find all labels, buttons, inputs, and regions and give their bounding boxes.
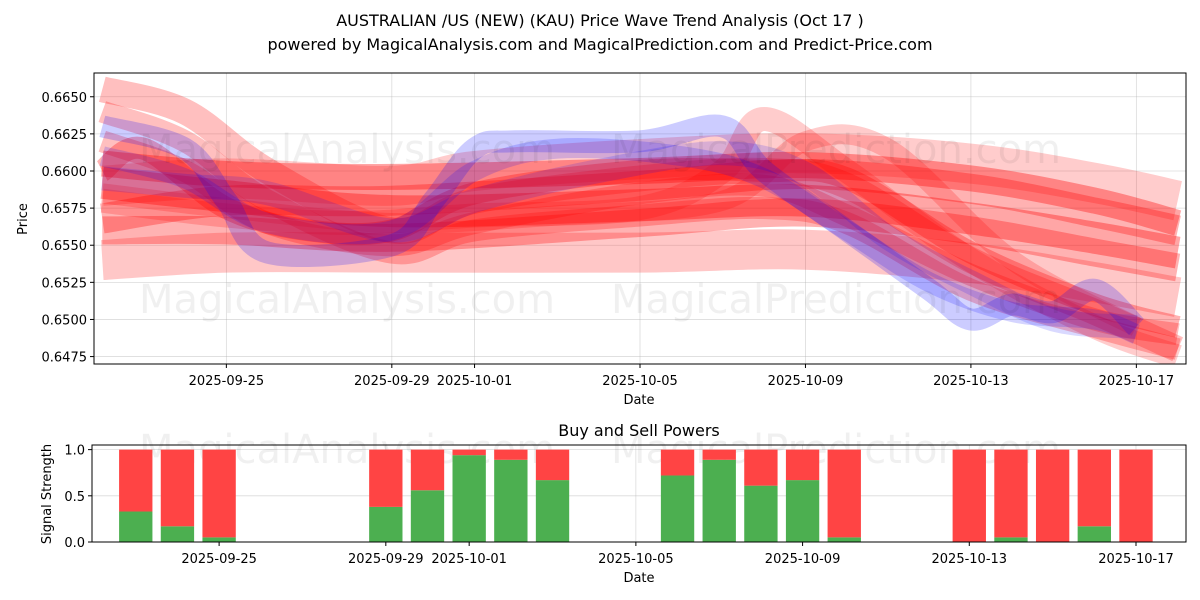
buy-bar [827, 537, 861, 542]
wave-line-red-6 [101, 133, 1183, 221]
bar-y-axis-label: Signal Strength [40, 444, 55, 544]
wave-line-blue-14 [99, 138, 1141, 344]
buy-bar [202, 537, 236, 542]
y-tick-label: 0.6500 [42, 313, 88, 328]
buy-bar [785, 480, 820, 542]
buy-bar [744, 485, 778, 542]
main-gridlines [94, 73, 1186, 364]
wave-line-red-9 [98, 101, 1181, 360]
sell-bar [202, 449, 236, 538]
buy-bar [119, 511, 153, 542]
x-tick-label: 2025-09-25 [189, 374, 265, 389]
sell-bar [827, 449, 861, 538]
sell-bar [494, 449, 528, 460]
bar-date-x-axis: 2025-09-25 2025-09-29 2025-10-01 2025-10-05… [181, 542, 1174, 567]
x-tick-label: 2025-09-29 [354, 374, 430, 389]
y-tick-label: 0.6625 [42, 128, 88, 143]
bar-x-tick-label: 2025-10-01 [431, 552, 507, 567]
bar-y-tick-label: 1.0 [64, 444, 85, 459]
date-x-axis: 2025-09-25 2025-09-29 2025-10-01 2025-10-05… [189, 364, 1175, 389]
buy-bar [410, 490, 445, 542]
wave-line-red-7 [95, 136, 1181, 338]
signal-bars [119, 449, 1153, 542]
bar-plot-frame [91, 444, 1187, 543]
buy-bar [494, 459, 528, 542]
x-tick-label: 2025-10-09 [768, 374, 844, 389]
buy-bar [160, 526, 195, 542]
bar-x-tick-label: 2025-09-25 [181, 552, 257, 567]
y-tick-label: 0.6650 [42, 91, 88, 106]
sell-bar [994, 449, 1028, 538]
y-tick-label: 0.6550 [42, 239, 88, 254]
y-tick-label: 0.6575 [42, 202, 88, 217]
sell-bar [369, 449, 403, 507]
buy-bar [535, 480, 570, 542]
wave-line-red-2 [100, 158, 1181, 246]
wave-line-red-8 [98, 76, 1184, 362]
y-tick-label: 0.6475 [42, 351, 88, 366]
chart-title: AUSTRALIAN /US (NEW) (KAU) Price Wave Tr… [336, 11, 864, 30]
x-tick-label: 2025-10-13 [933, 374, 1009, 389]
wave-line-red-5 [101, 229, 1182, 317]
wave-line-red-12 [101, 124, 1142, 336]
sell-bar [119, 449, 153, 512]
wave-line-red-10 [98, 130, 1180, 346]
wave-line-blue-13 [99, 114, 1145, 336]
price-y-axis: 0.6475 0.6500 0.6525 0.6550 0.6575 0.6600 0.66… [42, 91, 94, 366]
bar-chart-title: Buy and Sell Powers [558, 421, 720, 440]
chart-subtitle: powered by MagicalAnalysis.com and Magic… [267, 35, 933, 54]
sell-bar [785, 449, 820, 481]
bar-x-tick-label: 2025-10-17 [1098, 552, 1174, 567]
wave-line-blue-15 [101, 141, 1138, 339]
bar-x-tick-label: 2025-09-29 [348, 552, 424, 567]
sell-bar [452, 449, 486, 456]
bar-y-tick-label: 0.5 [64, 490, 85, 505]
x-tick-label: 2025-10-17 [1099, 374, 1175, 389]
wave-line-red-11 [100, 107, 1182, 364]
watermark-text: MagicalAnalysis.com [139, 427, 555, 473]
signal-y-axis: 0.0 0.5 1.0 [64, 444, 92, 551]
bar-y-tick-label: 0.0 [64, 536, 85, 551]
x-tick-label: 2025-10-01 [437, 374, 513, 389]
buy-bar [369, 506, 403, 542]
sell-bar [702, 449, 736, 460]
wave-line-red-1 [100, 166, 1181, 269]
watermark-text: MagicalAnalysis.com [139, 127, 555, 173]
sell-bar [160, 449, 195, 527]
watermark-text: MagicalAnalysis.com [139, 277, 555, 323]
wave-line-red-4 [102, 198, 1181, 282]
x-axis-label: Date [623, 393, 654, 408]
sell-bar [410, 449, 445, 491]
watermark-text: MagicalPrediction.com [611, 277, 1061, 323]
buy-bar [452, 455, 486, 542]
sell-bar [1077, 449, 1111, 527]
buy-bar [660, 475, 695, 542]
watermark-top: MagicalAnalysis.com MagicalPrediction.com… [139, 127, 1061, 323]
sell-bar [1119, 449, 1153, 542]
watermark-text: MagicalPrediction.com [611, 127, 1061, 173]
sell-bar [660, 449, 695, 476]
bar-x-axis-label: Date [623, 571, 654, 586]
buy-bar [1077, 526, 1111, 542]
wave-lines [95, 76, 1184, 364]
sell-bar [535, 449, 570, 481]
sell-bar [744, 449, 778, 486]
wave-line-red-3 [101, 150, 1182, 236]
y-tick-label: 0.6600 [42, 165, 88, 180]
bar-x-tick-label: 2025-10-09 [765, 552, 841, 567]
bar-x-tick-label: 2025-10-13 [932, 552, 1008, 567]
x-tick-label: 2025-10-05 [602, 374, 678, 389]
buy-bar [702, 459, 736, 542]
y-axis-label: Price [16, 203, 31, 235]
sell-bar [1035, 449, 1070, 542]
sell-bar [952, 449, 986, 542]
buy-bar [994, 537, 1028, 542]
bar-x-tick-label: 2025-10-05 [598, 552, 674, 567]
y-tick-label: 0.6525 [42, 276, 88, 291]
